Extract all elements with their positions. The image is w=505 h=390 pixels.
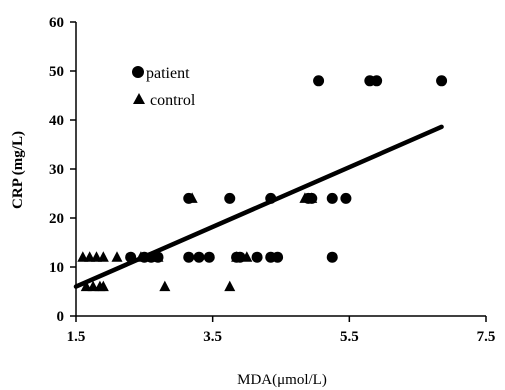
patient-point — [326, 192, 338, 204]
x-tick-label: 7.5 — [477, 329, 496, 345]
patient-point — [193, 251, 205, 263]
control-point — [224, 280, 236, 292]
control-point — [111, 251, 123, 262]
control-point — [135, 251, 147, 262]
patient-point — [125, 251, 137, 263]
y-tick-label: 0 — [57, 309, 65, 325]
y-axis-ticks: 0 10 20 30 40 50 60 — [49, 15, 76, 325]
x-tick-label: 3.5 — [203, 329, 222, 345]
patient-point — [313, 75, 325, 87]
x-tick-label: 1.5 — [67, 329, 86, 345]
control-point — [97, 280, 109, 292]
patient-point — [224, 192, 236, 204]
control-point — [306, 192, 318, 203]
control-point — [152, 251, 164, 262]
patient-point — [251, 251, 263, 263]
legend-control-label: control — [150, 92, 196, 109]
y-tick-label: 40 — [49, 113, 64, 129]
patient-point — [436, 75, 448, 87]
y-tick-label: 20 — [49, 211, 64, 227]
control-point — [231, 251, 243, 262]
control-point — [97, 251, 109, 262]
patient-point — [183, 251, 195, 263]
control-point — [186, 192, 198, 203]
y-tick-label: 50 — [49, 64, 64, 80]
control-point — [241, 251, 253, 262]
x-axis-title: MDA(μmol/L) — [237, 372, 327, 388]
patient-point — [340, 192, 352, 204]
legend-patient-marker — [132, 66, 144, 78]
patient-point — [326, 251, 338, 263]
patient-point — [272, 251, 284, 263]
patient-point — [265, 192, 277, 204]
legend-control-marker — [133, 93, 145, 104]
y-tick-label: 60 — [49, 15, 64, 31]
data-points — [77, 75, 448, 292]
y-axis-title: CRP (mg/L) — [10, 131, 26, 209]
x-tick-label: 5.5 — [340, 329, 359, 345]
control-point — [159, 280, 171, 292]
y-tick-label: 30 — [49, 162, 64, 178]
legend-patient-label: patient — [146, 65, 190, 82]
patient-point — [203, 251, 215, 263]
x-axis-ticks: 1.5 3.5 5.5 7.5 — [67, 316, 496, 345]
patient-point — [371, 75, 383, 87]
legend: patient control — [132, 65, 196, 109]
y-tick-label: 10 — [49, 260, 64, 276]
